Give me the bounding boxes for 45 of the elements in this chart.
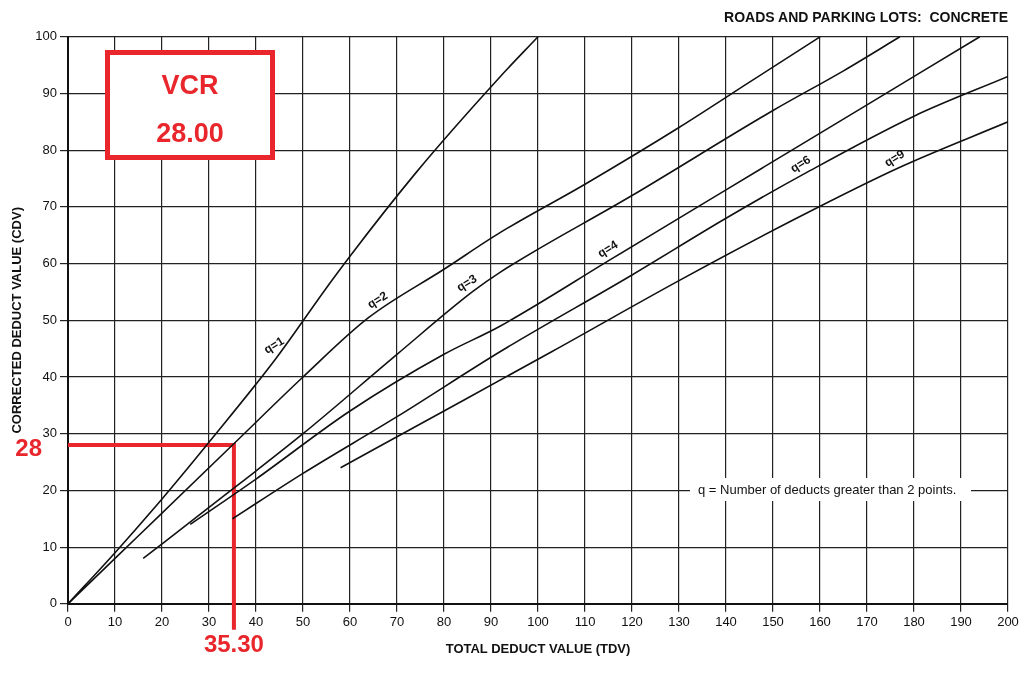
y-tick-label: 0 [49,595,57,611]
x-tick-label: 10 [107,614,123,630]
note-box: q = Number of deducts greater than 2 points. [690,478,971,501]
x-tick-label: 0 [64,614,72,630]
annotation: q=9 [881,146,908,170]
y-axis-title: CORRECTED DEDUCT VALUE (CDV) [9,207,25,434]
x-tick-label: 130 [668,614,690,630]
x-tick-label: 160 [809,614,831,630]
y-tick-label: 70 [42,198,57,214]
x-tick-label: 170 [856,614,878,630]
y-tick-label: 50 [42,311,57,327]
chart-title: ROADS AND PARKING LOTS: CONCRETE [724,9,1008,26]
y-tick-label: 90 [42,85,57,101]
y-tick-label: 60 [42,255,57,271]
y-tick-label: 100 [35,28,57,44]
x-tick-label: 100 [527,614,549,630]
x-tick-label: 120 [621,614,643,630]
y-tick-label: 80 [42,141,57,157]
x-tick-label: 190 [950,614,972,630]
x-tick-label: 40 [248,614,264,630]
y-tick-label: 10 [42,538,57,554]
annotation: q=4 [595,237,621,261]
x-tick-label: 110 [574,614,596,630]
y-tick-label: 20 [42,481,57,497]
x-tick-label: 60 [342,614,358,630]
x-tick-label: 90 [483,614,499,630]
x-tick-label: 80 [436,614,452,630]
x-tick-label: 140 [715,614,737,630]
y-tick-label: 30 [42,425,57,441]
x-tick-label: 200 [997,614,1019,630]
x-tick-label: 180 [903,614,925,630]
ref-line-label: 35.30 [203,630,264,658]
x-tick-label: 20 [154,614,170,630]
x-axis-title: TOTAL DEDUCT VALUE (TDV) [445,640,631,656]
x-tick-label: 30 [201,614,217,630]
x-tick-label: 70 [389,614,405,630]
annotation: q=1 [261,333,287,357]
x-tick-label: 50 [295,614,311,630]
x-tick-label: 150 [762,614,784,630]
annotation: q=6 [787,152,814,176]
annotation: q=2 [364,288,391,312]
y-tick-label: 40 [42,368,57,384]
ref-line-label: 28 [15,433,42,461]
annotation: q=3 [454,271,480,295]
note-box: VCR 28.00 [105,50,275,160]
